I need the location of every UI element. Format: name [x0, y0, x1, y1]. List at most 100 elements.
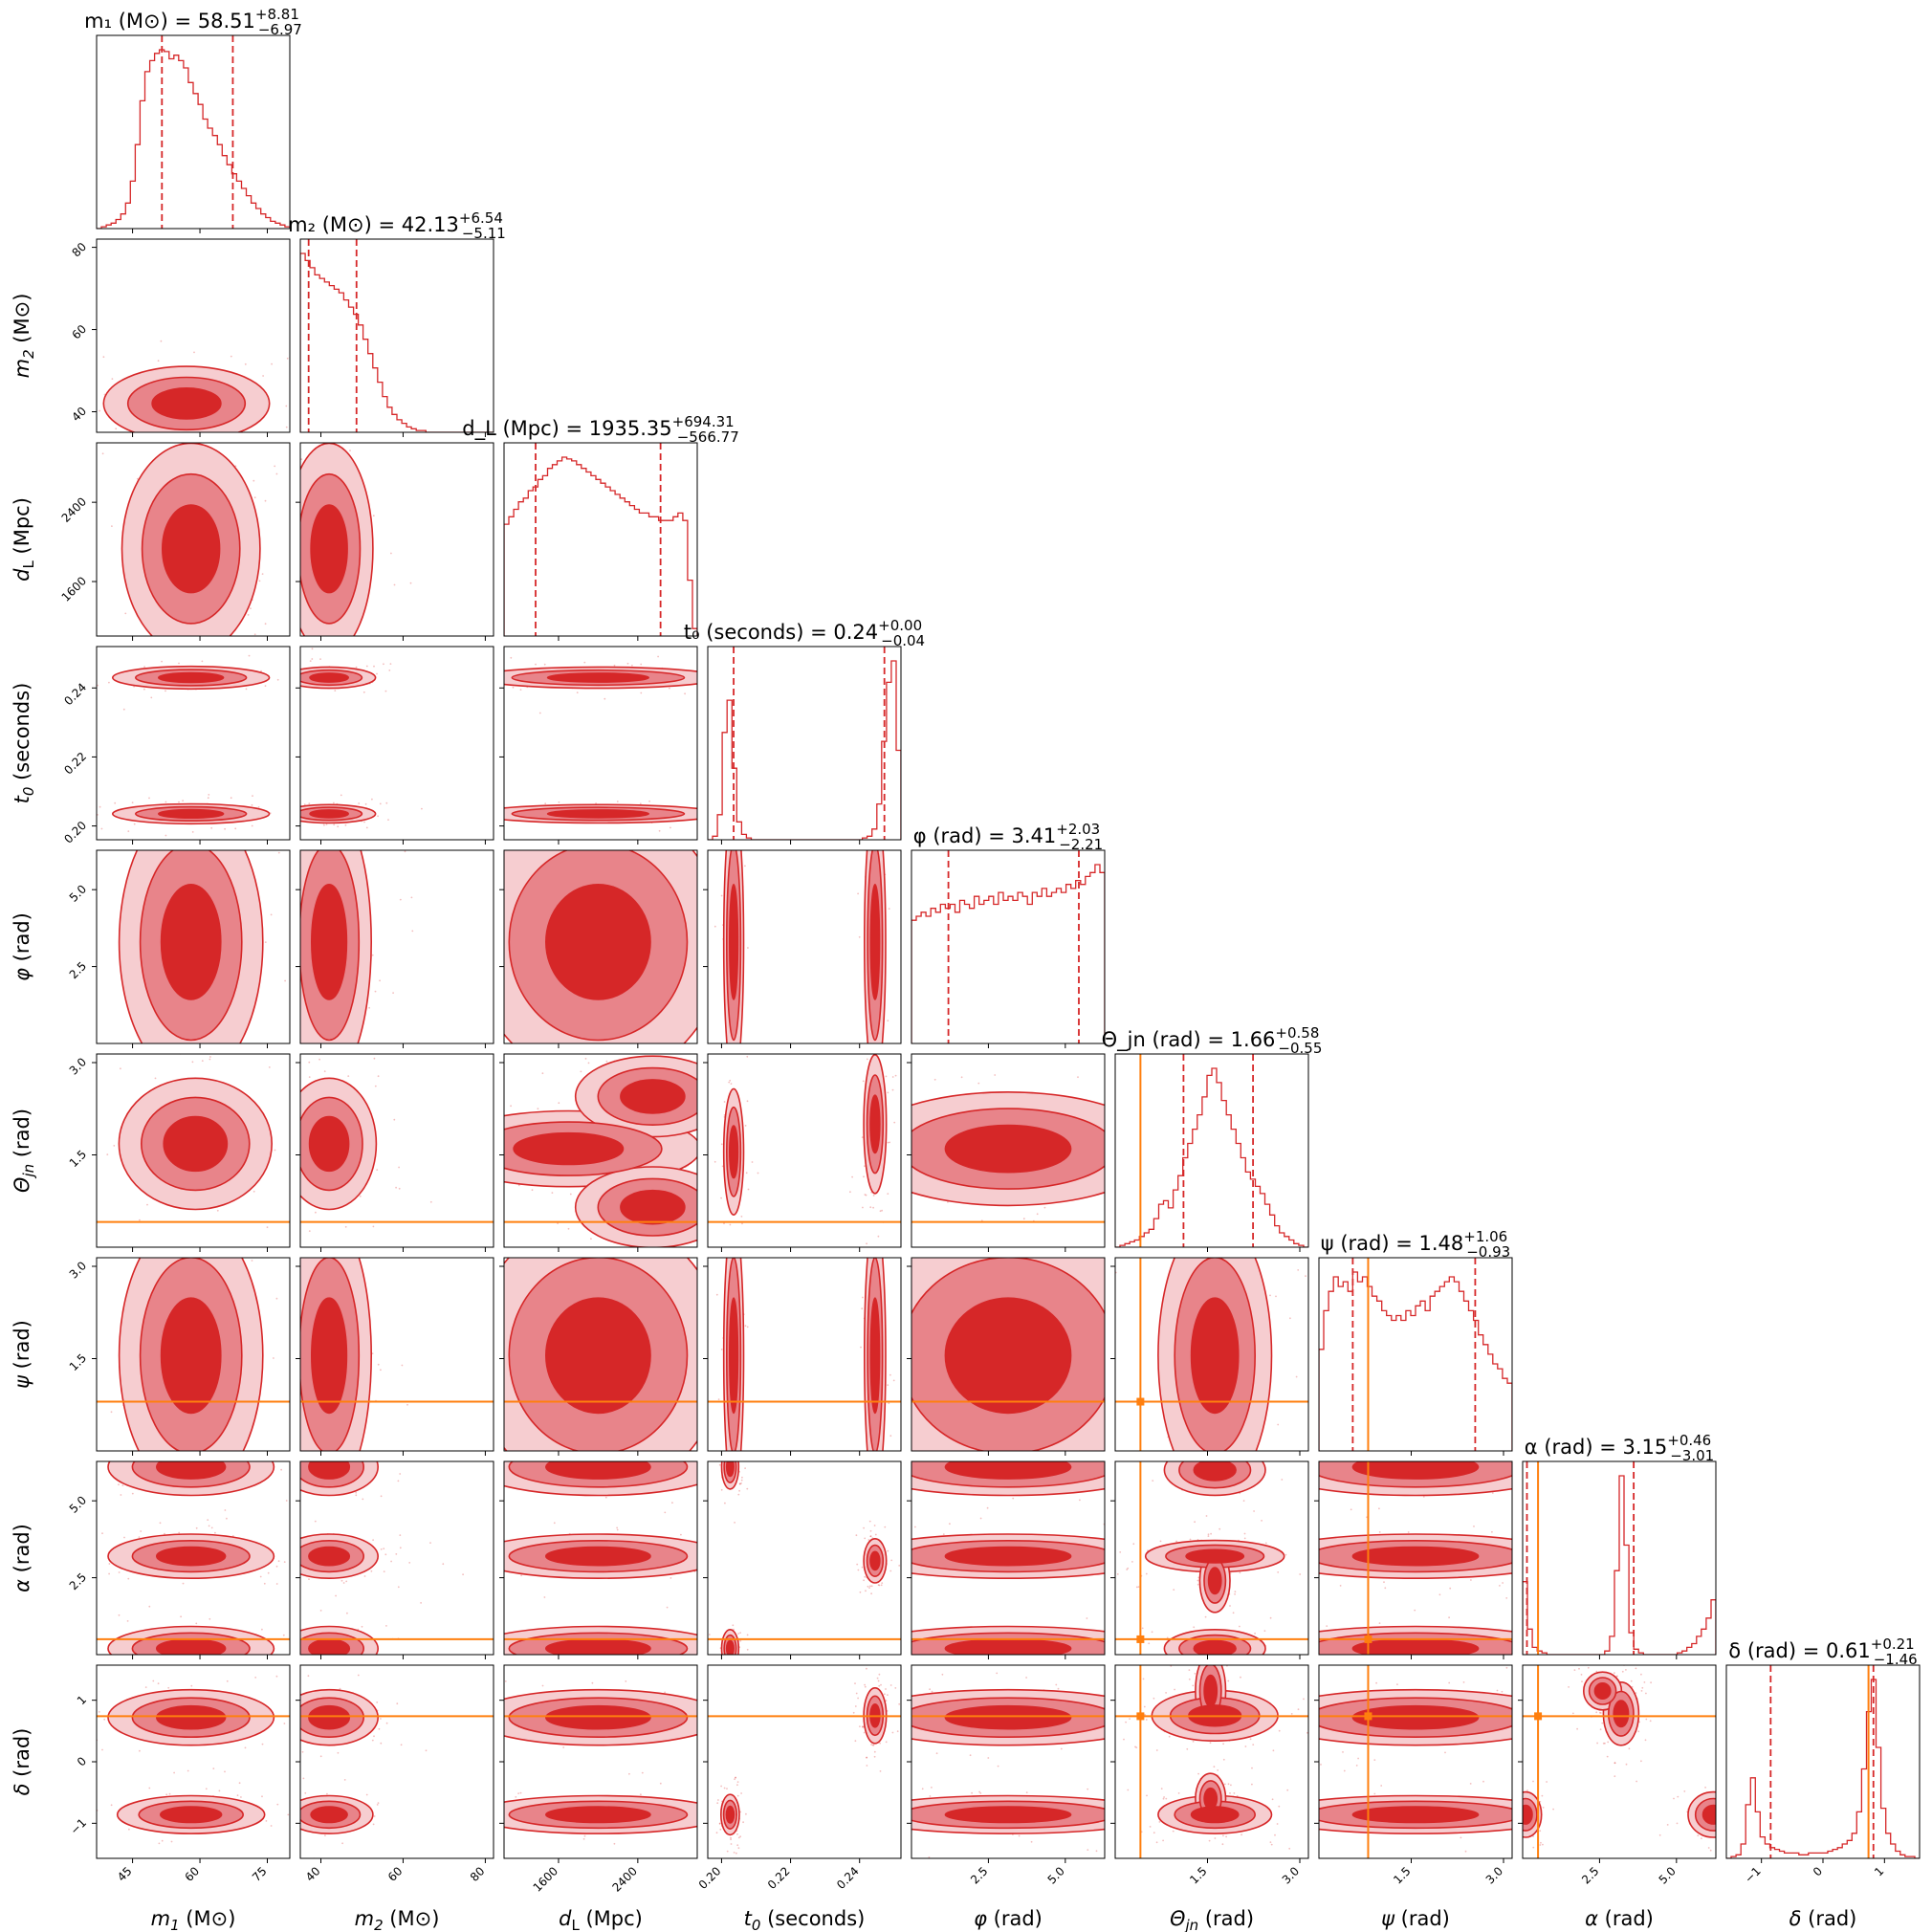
sample-point — [910, 1682, 911, 1684]
panel-frame — [707, 849, 902, 1044]
sample-point — [240, 1796, 242, 1798]
sample-point — [380, 1369, 382, 1372]
sample-point — [166, 799, 168, 801]
contour-inner — [545, 1704, 651, 1730]
sample-point — [428, 1240, 430, 1241]
sample-point — [463, 694, 465, 696]
sample-point — [562, 1746, 565, 1748]
sample-point — [1551, 1812, 1553, 1814]
sample-point — [1229, 1605, 1231, 1607]
sample-point — [1667, 1481, 1669, 1482]
sample-point — [740, 1482, 742, 1484]
sample-point — [801, 1107, 803, 1109]
sample-point — [869, 1213, 871, 1215]
sample-point — [719, 1443, 721, 1445]
sample-point — [308, 1578, 310, 1580]
sample-point — [280, 1468, 282, 1471]
sample-point — [275, 664, 277, 666]
sample-point — [282, 1634, 285, 1636]
sample-point — [437, 664, 439, 666]
sample-point — [1561, 1701, 1563, 1702]
sample-point — [376, 672, 378, 675]
contour-inner — [160, 1806, 223, 1824]
sample-point — [889, 704, 890, 706]
contour-inner — [157, 671, 225, 684]
sample-point — [1171, 1670, 1173, 1672]
sample-point — [1312, 1493, 1314, 1495]
sample-point — [861, 1713, 863, 1715]
sample-point — [431, 1707, 433, 1709]
sample-point — [276, 1803, 279, 1806]
sample-point — [346, 1612, 348, 1614]
sample-point — [148, 797, 150, 800]
sample-point — [1464, 1850, 1467, 1853]
sample-point — [746, 1487, 749, 1490]
y-tick-label: 3.0 — [67, 1259, 89, 1281]
sample-point — [1596, 1742, 1598, 1745]
sample-point — [766, 686, 768, 688]
sample-point — [365, 665, 368, 668]
sample-point — [443, 1730, 445, 1732]
histogram-t0 — [708, 647, 901, 840]
sample-point — [383, 663, 384, 666]
sample-point — [737, 1847, 740, 1850]
sample-point — [458, 1535, 460, 1537]
sample-point — [101, 452, 104, 455]
sample-point — [308, 1061, 311, 1064]
sample-point — [373, 1735, 375, 1738]
sample-point — [474, 1002, 476, 1004]
sample-point — [1179, 1663, 1181, 1665]
sample-point — [1217, 1120, 1218, 1122]
sample-point — [724, 1536, 726, 1538]
contour-inner — [944, 1461, 1072, 1480]
sample-point — [118, 1571, 121, 1573]
sample-point — [250, 622, 252, 624]
sample-point — [1403, 1661, 1405, 1663]
sample-point — [728, 846, 730, 848]
sample-point — [138, 1536, 141, 1538]
sample-point — [409, 582, 412, 584]
sample-point — [185, 437, 187, 439]
sample-point — [191, 831, 194, 833]
sample-point — [280, 1560, 282, 1562]
sample-point — [319, 1755, 322, 1758]
sample-point — [1567, 1788, 1569, 1789]
sample-point — [395, 1186, 397, 1189]
sample-point — [273, 1357, 274, 1359]
sample-point — [270, 804, 272, 806]
contour-inner — [1193, 1461, 1237, 1482]
sample-point — [323, 823, 325, 826]
sample-point — [857, 1569, 860, 1571]
sample-point — [1326, 1625, 1328, 1627]
sample-point — [1108, 1455, 1109, 1457]
histogram-title: d_L (Mpc) = 1935.35+694.31 −566.77 — [462, 413, 739, 446]
sample-point — [747, 1089, 749, 1091]
sample-point — [538, 712, 541, 714]
sample-point — [116, 1092, 118, 1094]
sample-point — [421, 807, 423, 810]
sample-point — [485, 1704, 487, 1706]
x-axis-label-delta: δ (rad) — [1789, 1907, 1857, 1930]
sample-point — [799, 1147, 801, 1149]
sample-point — [850, 1556, 852, 1558]
sample-point — [1113, 1421, 1115, 1423]
sample-point — [210, 845, 212, 847]
sample-point — [86, 1146, 88, 1148]
sample-point — [893, 1543, 895, 1545]
sample-point — [294, 1350, 296, 1351]
sample-point — [362, 691, 365, 693]
sample-point — [1282, 1803, 1284, 1805]
sample-point — [1491, 1492, 1494, 1494]
sample-point — [710, 1847, 712, 1849]
sample-point — [735, 845, 737, 846]
sample-point — [1275, 1295, 1277, 1298]
sample-point — [333, 801, 335, 804]
sample-point — [271, 1107, 273, 1109]
sample-point — [782, 1396, 784, 1398]
sample-point — [854, 1740, 857, 1743]
sample-point — [242, 1077, 244, 1079]
contour-inner — [308, 1704, 351, 1730]
sample-point — [298, 674, 300, 676]
sample-point — [406, 1403, 408, 1406]
sample-point — [1143, 1568, 1145, 1570]
